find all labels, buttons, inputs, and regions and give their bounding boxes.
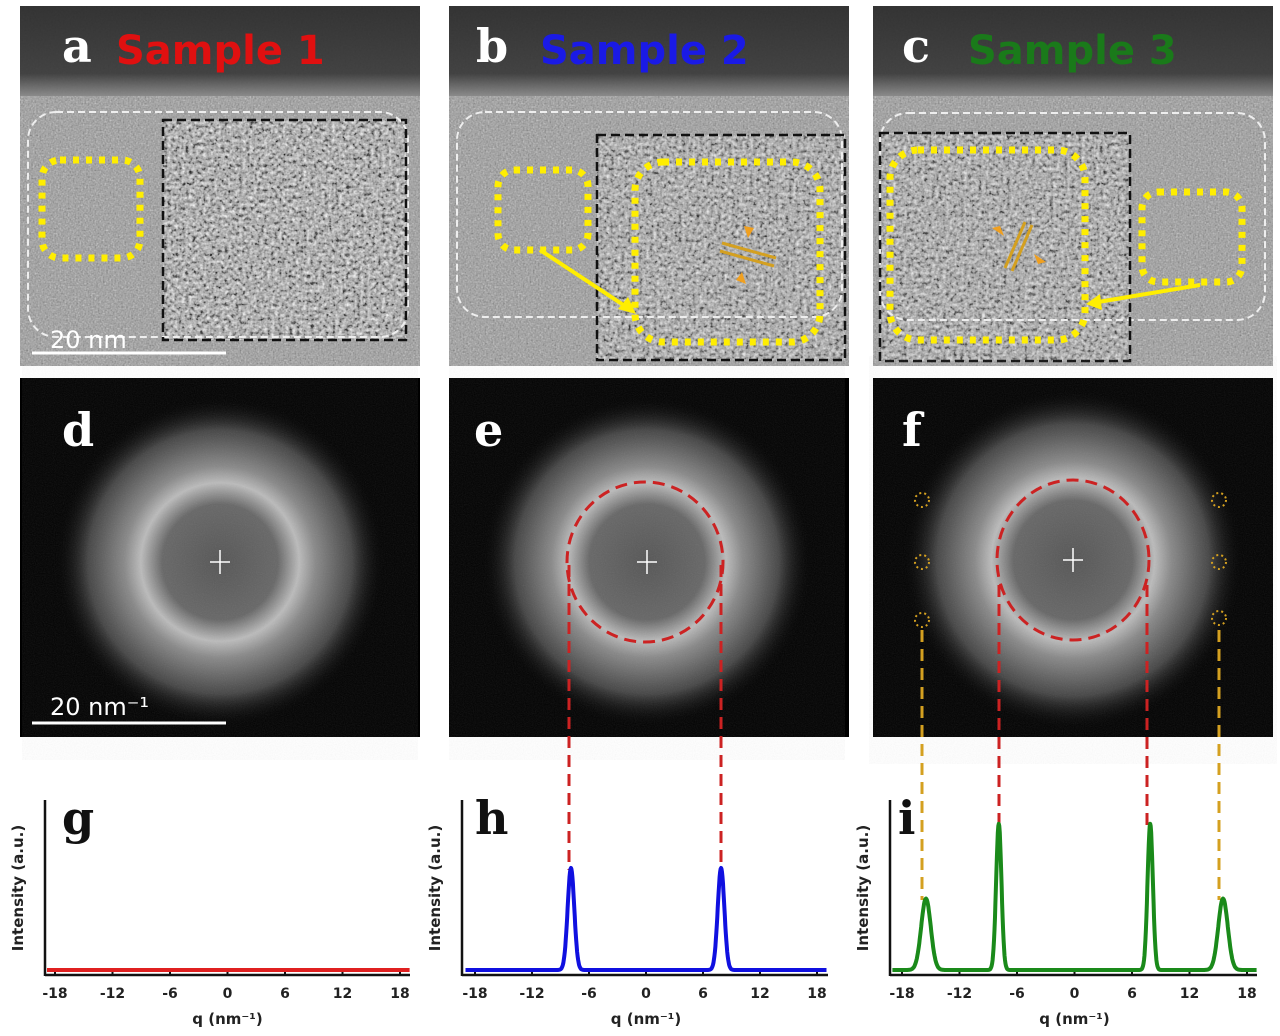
title-sample-1: Sample 1 bbox=[116, 28, 325, 74]
letter-a: a bbox=[62, 19, 92, 73]
guide-lines bbox=[567, 565, 1221, 900]
y-axis-label: Intensity (a.u.) bbox=[854, 825, 872, 951]
x-tick-label: -6 bbox=[162, 986, 178, 1002]
x-tick-label: 0 bbox=[223, 986, 233, 1002]
x-tick-label: -12 bbox=[947, 986, 972, 1002]
chart-h: -18 -12 -6 0 6 12 18 q (nm⁻¹) Intensity (a.u.) h bbox=[426, 791, 828, 1028]
x-tick-label: 0 bbox=[641, 986, 651, 1002]
x-tick-label: -12 bbox=[519, 986, 544, 1002]
letter-d: d bbox=[62, 403, 94, 457]
arrow-icon bbox=[538, 248, 630, 310]
ring-marker bbox=[565, 480, 725, 644]
chart-i: -18 -12 -6 0 6 12 18 q (nm⁻¹) Intensity (a.u.) i bbox=[854, 791, 1259, 1028]
x-tick-label: 12 bbox=[333, 986, 352, 1002]
panel-letter-h: h bbox=[475, 791, 508, 845]
x-tick-label: 12 bbox=[1180, 986, 1199, 1002]
y-axis-label: Intensity (a.u.) bbox=[9, 825, 27, 951]
x-axis-label: q (nm⁻¹) bbox=[611, 1010, 681, 1028]
panel-label-b: b Sample 2 bbox=[476, 19, 749, 74]
x-tick-label: 0 bbox=[1070, 986, 1080, 1002]
letter-e: e bbox=[474, 403, 503, 457]
x-tick-label: -12 bbox=[100, 986, 125, 1002]
fft-image-f: f bbox=[873, 378, 1273, 737]
scale-label: 20 nm bbox=[50, 326, 127, 354]
x-tick-label: -18 bbox=[889, 986, 914, 1002]
x-tick-label: 6 bbox=[1127, 986, 1137, 1002]
x-tick-label: -18 bbox=[42, 986, 67, 1002]
scale-label-reciprocal: 20 nm⁻¹ bbox=[50, 693, 149, 721]
outer-spot-markers bbox=[914, 492, 1227, 628]
y-axis-label: Intensity (a.u.) bbox=[426, 825, 444, 951]
chart-g: -18 -12 -6 0 6 12 18 q (nm⁻¹) Intensity (a.u.) g bbox=[9, 791, 412, 1028]
letter-c: c bbox=[902, 19, 930, 73]
panel-label-c: c Sample 3 bbox=[902, 19, 1177, 74]
intensity-curve bbox=[890, 821, 1259, 972]
scale-bar-real: 20 nm bbox=[32, 326, 226, 355]
fft-image-d: d 20 nm⁻¹ bbox=[20, 378, 420, 737]
arrow-icon bbox=[1097, 283, 1201, 304]
x-tick-label: 18 bbox=[807, 986, 826, 1002]
x-tick-label: 18 bbox=[390, 986, 409, 1002]
panel-letter-g: g bbox=[62, 791, 94, 845]
title-sample-2: Sample 2 bbox=[540, 28, 749, 74]
tem-image-c bbox=[873, 6, 1273, 366]
title-sample-3: Sample 3 bbox=[968, 28, 1177, 74]
x-tick-label: 6 bbox=[698, 986, 708, 1002]
x-tick-label: -6 bbox=[1009, 986, 1025, 1002]
intensity-curve bbox=[464, 866, 828, 972]
x-axis-label: q (nm⁻¹) bbox=[192, 1010, 262, 1028]
x-tick-label: 6 bbox=[280, 986, 290, 1002]
letter-b: b bbox=[476, 19, 508, 73]
x-tick-label: 18 bbox=[1237, 986, 1256, 1002]
x-tick-label: 12 bbox=[750, 986, 769, 1002]
ring-marker bbox=[995, 478, 1151, 642]
panel-letter-i: i bbox=[898, 791, 915, 845]
fft-image-e: e bbox=[449, 378, 849, 737]
letter-f: f bbox=[902, 403, 925, 457]
x-axis-label: q (nm⁻¹) bbox=[1039, 1010, 1109, 1028]
tem-image-a bbox=[20, 6, 420, 366]
tem-image-b bbox=[449, 6, 849, 366]
panel-label-a: a Sample 1 bbox=[62, 19, 325, 74]
x-tick-label: -18 bbox=[462, 986, 487, 1002]
x-tick-label: -6 bbox=[581, 986, 597, 1002]
